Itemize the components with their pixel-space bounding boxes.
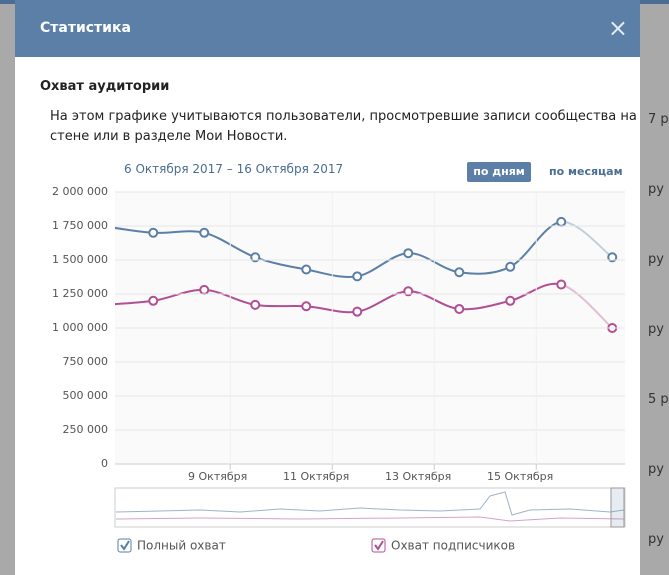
- bg-text: ру: [648, 322, 664, 337]
- legend-label[interactable]: Полный охват: [137, 539, 226, 553]
- y-tick-label: 1 500 000: [52, 253, 108, 266]
- x-tick-label: 13 Октября: [385, 470, 451, 483]
- navigator-line: [115, 516, 625, 522]
- modal-header: Статистика ×: [15, 0, 640, 57]
- description: На этом графике учитываются пользователи…: [50, 109, 637, 124]
- by-months-button[interactable]: по месяцам: [549, 165, 623, 178]
- y-tick-label: 0: [101, 457, 108, 470]
- bg-text: 7 р: [648, 112, 669, 127]
- point: [454, 267, 465, 278]
- point: [403, 248, 414, 259]
- point: [505, 295, 516, 306]
- point: [556, 279, 567, 290]
- y-tick-label: 1 250 000: [52, 287, 108, 300]
- section-title: Охват аудитории: [40, 79, 170, 94]
- point: [148, 295, 159, 306]
- y-tick-label: 750 000: [63, 355, 109, 368]
- legend-check: [374, 540, 384, 551]
- date-range[interactable]: 6 Октября 2017 – 16 Октября 2017: [124, 162, 344, 176]
- y-tick-label: 500 000: [63, 389, 109, 402]
- point: [352, 306, 363, 317]
- bg-text: ру: [648, 252, 664, 267]
- bg-text: ру: [648, 532, 664, 547]
- navigator-line: [115, 491, 625, 516]
- point: [352, 271, 363, 282]
- point: [505, 261, 516, 272]
- navigator: [114, 487, 626, 528]
- bg-text: ру: [648, 182, 664, 197]
- bg-text: 5 р: [648, 392, 669, 407]
- point: [403, 286, 414, 297]
- point: [301, 264, 312, 275]
- point: [199, 227, 210, 238]
- modal-title: Статистика: [40, 20, 131, 36]
- by-days-button[interactable]: по дням: [467, 162, 531, 182]
- point: [148, 227, 159, 238]
- y-tick-label: 250 000: [63, 423, 109, 436]
- point: [607, 252, 618, 263]
- point: [301, 301, 312, 312]
- bg-text: ру: [648, 462, 664, 477]
- x-tick-label: 9 Октября: [188, 470, 247, 483]
- y-tick-label: 1 000 000: [52, 321, 108, 334]
- x-tick-label: 15 Октября: [487, 470, 553, 483]
- y-tick-label: 1 750 000: [52, 219, 108, 232]
- point: [250, 252, 261, 263]
- description: стене или в разделе Мои Новости.: [50, 129, 288, 144]
- x-tick-label: 11 Октября: [283, 470, 349, 483]
- y-tick-label: 2 000 000: [52, 185, 108, 198]
- legend-check: [120, 540, 130, 551]
- point: [250, 299, 261, 310]
- point: [98, 301, 106, 309]
- legend-label[interactable]: Охват подписчиков: [391, 539, 515, 553]
- close-button[interactable]: ×: [607, 14, 628, 42]
- navigator-handle[interactable]: [610, 487, 625, 528]
- point: [454, 303, 465, 314]
- point: [556, 216, 567, 227]
- point: [199, 284, 210, 295]
